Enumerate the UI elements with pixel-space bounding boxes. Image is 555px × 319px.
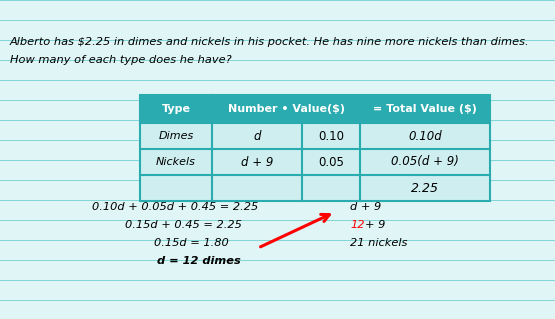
Text: = Total Value ($): = Total Value ($) (373, 104, 477, 114)
Text: 12: 12 (350, 220, 365, 230)
FancyArrowPatch shape (260, 214, 329, 247)
Text: 0.05(d + 9): 0.05(d + 9) (391, 155, 459, 168)
Text: d: d (253, 130, 261, 143)
Text: d = 12 dimes: d = 12 dimes (157, 256, 241, 266)
Text: 2.25: 2.25 (411, 182, 439, 195)
Text: 0.15d + 0.45 = 2.25: 0.15d + 0.45 = 2.25 (124, 220, 241, 230)
Text: 0.10d + 0.05d + 0.45 = 2.25: 0.10d + 0.05d + 0.45 = 2.25 (92, 202, 258, 212)
Text: 0.05: 0.05 (318, 155, 344, 168)
Text: 0.10d: 0.10d (408, 130, 442, 143)
Text: d + 9: d + 9 (241, 155, 273, 168)
Bar (140, 149, 490, 175)
Text: Number • Value($): Number • Value($) (228, 104, 345, 114)
Text: 0.10: 0.10 (318, 130, 344, 143)
Text: Dimes: Dimes (158, 131, 194, 141)
Text: Nickels: Nickels (156, 157, 196, 167)
Text: + 9: + 9 (365, 220, 385, 230)
Text: 0.15d = 1.80: 0.15d = 1.80 (154, 238, 228, 248)
Bar (140, 175, 490, 201)
Bar (140, 123, 490, 149)
Text: d + 9: d + 9 (350, 202, 381, 212)
Text: Type: Type (162, 104, 190, 114)
Text: 21 nickels: 21 nickels (350, 238, 407, 248)
Text: How many of each type does he have?: How many of each type does he have? (10, 55, 231, 65)
Bar (140, 95, 490, 123)
Bar (140, 95, 490, 201)
Text: Alberto has $2.25 in dimes and nickels in his pocket. He has nine more nickels t: Alberto has $2.25 in dimes and nickels i… (10, 37, 529, 47)
